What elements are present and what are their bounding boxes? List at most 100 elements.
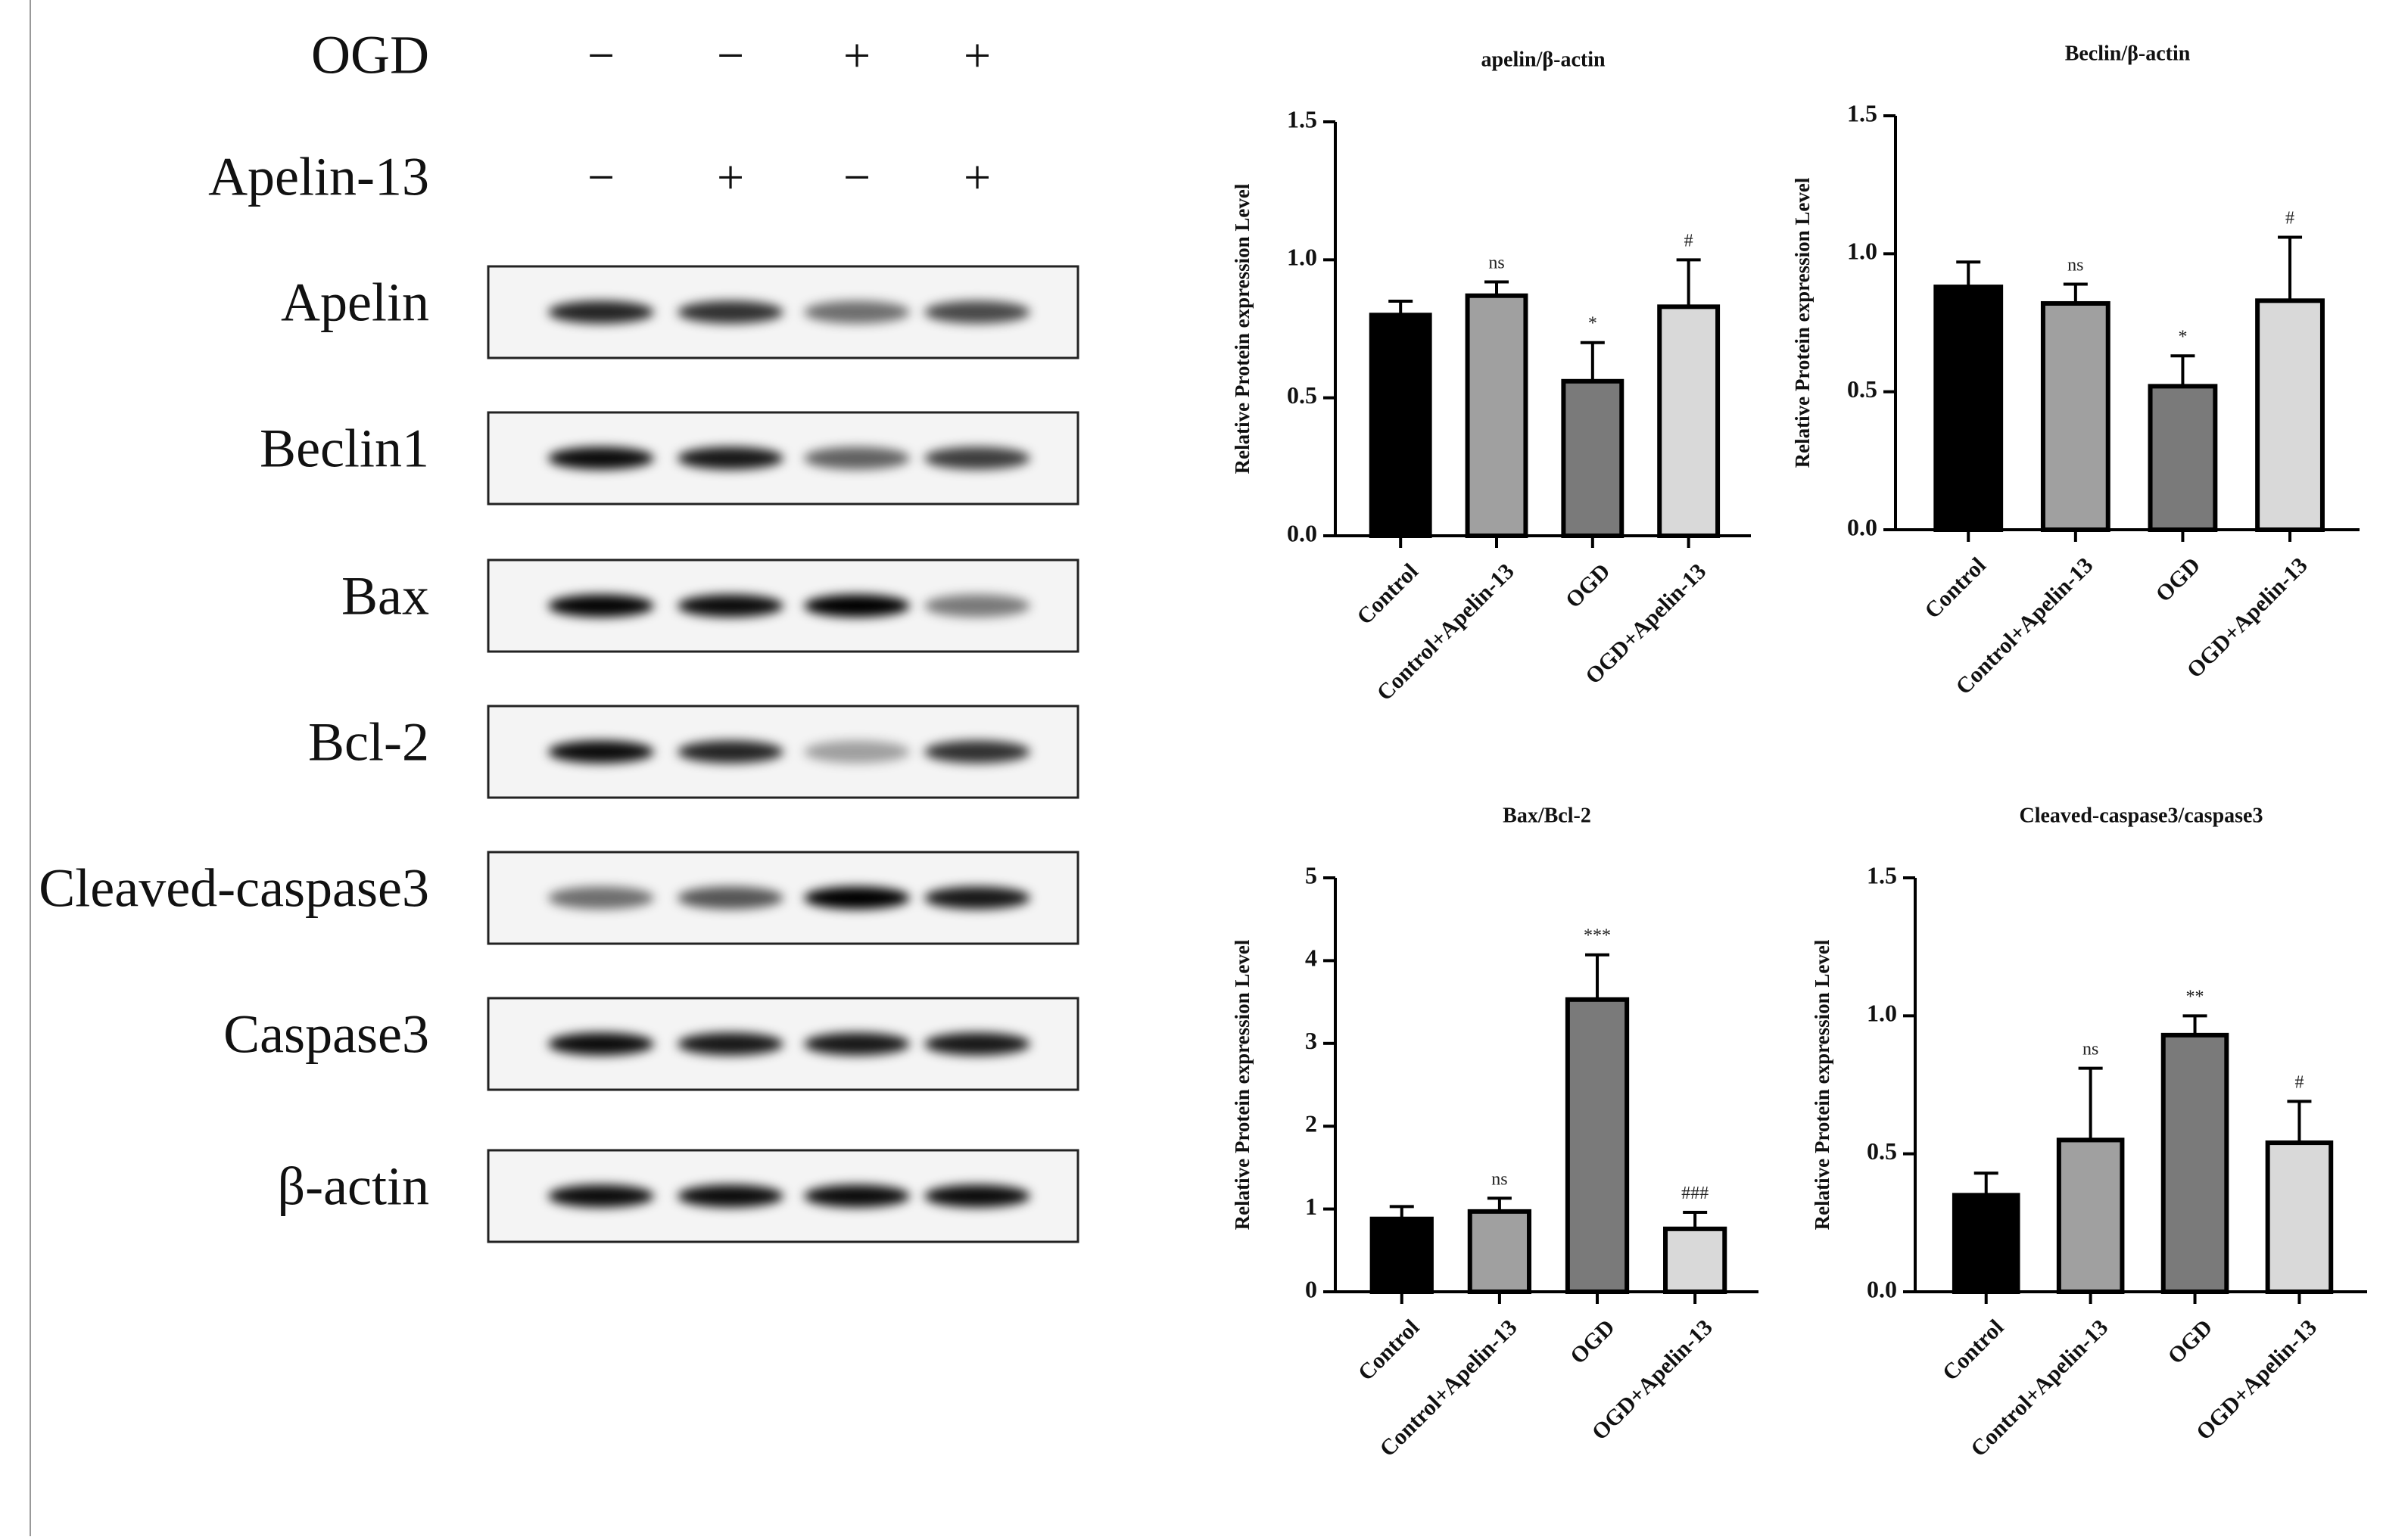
bar xyxy=(1369,1216,1434,1295)
significance-label: ns xyxy=(1491,1169,1507,1189)
x-tick-label: Control xyxy=(1352,558,1423,630)
western-blot: OGD − − + + Apelin-13 − + − + Apelin Beclin1 Bax Bcl-… xyxy=(39,25,1079,1243)
y-tick-label: 1.5 xyxy=(1867,861,1897,888)
x-tick-label: OGD xyxy=(1565,1314,1620,1369)
y-axis-label: Relative Protein expression Level xyxy=(1811,939,1833,1230)
protein-label: Beclin1 xyxy=(260,418,429,479)
y-tick-label: 1.5 xyxy=(1847,99,1877,126)
band xyxy=(548,1032,654,1056)
significance-label: * xyxy=(1588,314,1597,334)
blot-bands xyxy=(548,886,1030,910)
band xyxy=(804,594,910,618)
significance-label: ns xyxy=(2067,255,2083,275)
band xyxy=(924,594,1030,618)
band xyxy=(804,300,910,324)
band xyxy=(678,886,783,910)
condition-sign: + xyxy=(964,29,991,82)
band xyxy=(548,300,654,324)
chart-title: Bax/Bcl-2 xyxy=(1503,804,1591,827)
x-tick-label: OGD xyxy=(2163,1314,2218,1369)
bar xyxy=(2255,298,2325,532)
x-tick-label: Control xyxy=(1920,552,1991,624)
band xyxy=(804,740,910,764)
chart-title: Cleaved-caspase3/caspase3 xyxy=(2020,804,2263,827)
condition-sign: − xyxy=(717,29,744,82)
protein-label: Bcl-2 xyxy=(308,712,429,773)
bar-chart: apelin/β-actin Relative Protein expressio… xyxy=(1231,48,1751,705)
blot-bands xyxy=(548,300,1030,324)
bar-chart: Bax/Bcl-2 Relative Protein expression Lev… xyxy=(1231,804,1758,1461)
x-tick-label: OGD xyxy=(2151,552,2205,607)
condition-sign: + xyxy=(964,151,991,204)
band xyxy=(924,446,1030,470)
band xyxy=(678,1184,783,1208)
y-tick-label: 1.0 xyxy=(1867,1000,1897,1027)
bar xyxy=(1467,1209,1532,1294)
y-tick-label: 0.0 xyxy=(1867,1275,1897,1302)
bar-chart: Beclin/β-actin Relative Protein expressio… xyxy=(1791,42,2360,699)
y-tick-label: 4 xyxy=(1305,944,1317,972)
bar xyxy=(1369,313,1432,538)
band xyxy=(548,886,654,910)
band xyxy=(678,300,783,324)
y-tick-label: 3 xyxy=(1305,1027,1317,1054)
band xyxy=(678,740,783,764)
y-axis-label: Relative Protein expression Level xyxy=(1231,939,1254,1230)
band xyxy=(804,446,910,470)
bar xyxy=(2040,300,2110,532)
y-axis-label: Relative Protein expression Level xyxy=(1791,177,1814,468)
bar xyxy=(1952,1193,2020,1295)
condition-sign: + xyxy=(843,29,871,82)
y-tick-label: 0.0 xyxy=(1287,519,1317,546)
bar-chart: Cleaved-caspase3/caspase3 Relative Protei… xyxy=(1811,804,2367,1461)
y-tick-label: 1.0 xyxy=(1287,244,1317,271)
significance-label: * xyxy=(2178,327,2187,347)
protein-label: β-actin xyxy=(277,1156,429,1217)
bar xyxy=(2265,1140,2334,1294)
bar-charts: apelin/β-actin Relative Protein expressio… xyxy=(1231,42,2367,1461)
x-tick-label: Control xyxy=(1938,1314,2009,1386)
y-tick-label: 2 xyxy=(1305,1110,1317,1137)
blot-bands xyxy=(548,740,1030,764)
band xyxy=(548,1184,654,1208)
bar xyxy=(1663,1226,1727,1294)
bar xyxy=(2160,1032,2229,1294)
y-tick-label: 0 xyxy=(1305,1275,1317,1302)
condition-sign: − xyxy=(843,151,871,204)
band xyxy=(678,1032,783,1056)
significance-label: ns xyxy=(1488,254,1504,273)
condition-label: OGD xyxy=(311,25,429,86)
y-tick-label: 1 xyxy=(1305,1193,1317,1220)
significance-label: # xyxy=(2285,208,2294,228)
x-tick-label: OGD xyxy=(1561,558,1615,613)
band xyxy=(678,594,783,618)
y-tick-label: 0.5 xyxy=(1867,1137,1897,1165)
condition-label: Apelin-13 xyxy=(208,147,429,207)
condition-sign: − xyxy=(587,151,615,204)
band xyxy=(924,740,1030,764)
band xyxy=(548,446,654,470)
band xyxy=(804,1032,910,1056)
protein-label: Cleaved-caspase3 xyxy=(39,858,429,919)
y-axis-label: Relative Protein expression Level xyxy=(1231,183,1254,474)
bar xyxy=(1933,285,2004,532)
band xyxy=(548,740,654,764)
bar xyxy=(1657,304,1721,538)
y-tick-label: 5 xyxy=(1305,861,1317,888)
band xyxy=(804,1184,910,1208)
significance-label: ### xyxy=(1681,1184,1709,1203)
blot-bands xyxy=(548,446,1030,470)
bar xyxy=(2148,384,2218,532)
y-tick-label: 0.5 xyxy=(1847,375,1877,403)
y-tick-label: 1.0 xyxy=(1847,238,1877,265)
condition-sign: + xyxy=(717,151,744,204)
significance-label: # xyxy=(1684,231,1693,250)
chart-title: apelin/β-actin xyxy=(1481,48,1606,71)
bar xyxy=(1565,997,1630,1294)
protein-label: Bax xyxy=(341,566,429,627)
y-tick-label: 0.0 xyxy=(1847,513,1877,540)
bar xyxy=(1561,378,1624,538)
significance-label: *** xyxy=(1584,926,1611,946)
band xyxy=(924,1184,1030,1208)
x-tick-label: Control xyxy=(1353,1314,1425,1386)
